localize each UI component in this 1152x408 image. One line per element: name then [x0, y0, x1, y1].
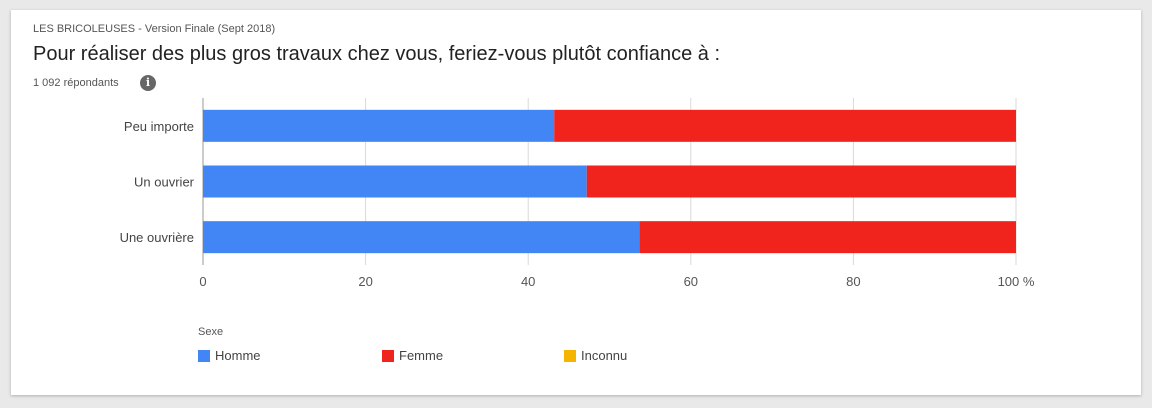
x-tick-label: 60: [684, 274, 698, 289]
chart-title: Pour réaliser des plus gros travaux chez…: [33, 43, 721, 65]
info-icon[interactable]: i: [140, 75, 156, 91]
x-tick-label: 0: [199, 274, 206, 289]
stacked-bar-chart: 0 20 40 60 80 100 % Peu importe Un ouvrier Une o…: [120, 98, 1035, 289]
x-tick-label: 100 %: [998, 274, 1035, 289]
legend-title: Sexe: [198, 326, 224, 338]
bar-segment: [586, 165, 1016, 198]
bar-segment: [554, 109, 1016, 142]
legend-label-femme: Femme: [399, 348, 444, 363]
survey-subtitle: LES BRICOLEUSES - Version Finale (Sept 2…: [33, 23, 276, 35]
legend-swatch-femme: [382, 349, 394, 362]
y-category-label: Une ouvrière: [120, 230, 194, 245]
bar-segment: [203, 221, 640, 254]
y-category-label: Peu importe: [124, 119, 194, 134]
legend-swatch-inconnu: [564, 349, 576, 362]
x-tick-label: 80: [846, 274, 860, 289]
bar-segment: [203, 165, 587, 198]
bar-segment: [203, 109, 555, 142]
respondent-count: 1 092 répondants: [33, 77, 119, 89]
legend-label-homme: Homme: [215, 348, 261, 363]
x-tick-label: 40: [521, 274, 535, 289]
legend-label-inconnu: Inconnu: [581, 348, 628, 363]
legend-swatch-homme: [198, 349, 210, 362]
x-tick-label: 20: [358, 274, 372, 289]
legend-item-femme[interactable]: Femme: [382, 348, 443, 363]
chart-card: LES BRICOLEUSES - Version Finale (Sept 2…: [11, 10, 1141, 395]
bar-segment: [639, 221, 1016, 254]
legend-item-inconnu[interactable]: Inconnu: [564, 348, 627, 363]
y-category-label: Un ouvrier: [134, 175, 195, 190]
legend-item-homme[interactable]: Homme: [198, 348, 261, 363]
